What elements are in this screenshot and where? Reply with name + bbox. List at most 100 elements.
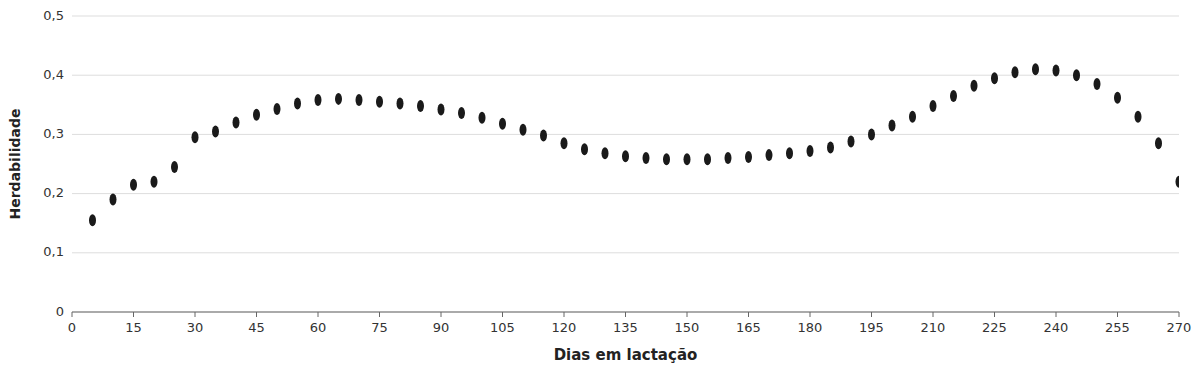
point bbox=[417, 100, 424, 112]
point bbox=[151, 176, 158, 188]
x-tick bbox=[810, 312, 811, 317]
point bbox=[253, 109, 260, 121]
x-tick-label: 150 bbox=[675, 320, 700, 335]
x-tick-label: 270 bbox=[1167, 320, 1192, 335]
x-tick bbox=[379, 312, 380, 317]
points bbox=[89, 63, 1179, 226]
point bbox=[335, 93, 342, 105]
x-tick bbox=[72, 312, 73, 317]
point bbox=[192, 131, 199, 143]
x-tick bbox=[625, 312, 626, 317]
x-tick-label: 240 bbox=[1044, 320, 1069, 335]
point bbox=[1094, 78, 1101, 90]
x-axis: 0153045607590105120135150165180195210225… bbox=[68, 312, 1192, 335]
point bbox=[171, 161, 178, 173]
point bbox=[848, 136, 855, 148]
x-tick-label: 0 bbox=[68, 320, 76, 335]
x-axis-label: Dias em lactação bbox=[554, 346, 698, 364]
point bbox=[807, 145, 814, 157]
x-tick-label: 225 bbox=[982, 320, 1007, 335]
point bbox=[643, 152, 650, 164]
point bbox=[1053, 64, 1060, 76]
x-tick bbox=[933, 312, 934, 317]
point bbox=[1012, 66, 1019, 78]
chart: 0 0,1 0,2 0,3 0,4 0,5 0 15 30 45 60 75 90 105 120 135 15… bbox=[0, 0, 1201, 370]
point bbox=[1073, 69, 1080, 81]
point bbox=[315, 94, 322, 106]
x-tick-label: 165 bbox=[736, 320, 761, 335]
point bbox=[725, 152, 732, 164]
point bbox=[930, 100, 937, 112]
point bbox=[766, 149, 773, 161]
x-tick-label: 45 bbox=[248, 320, 265, 335]
point bbox=[274, 103, 281, 115]
point bbox=[950, 90, 957, 102]
point bbox=[520, 124, 527, 136]
x-tick bbox=[133, 312, 134, 317]
x-tick bbox=[871, 312, 872, 317]
point bbox=[294, 98, 301, 110]
x-tick bbox=[748, 312, 749, 317]
grid-line bbox=[72, 134, 1179, 135]
point bbox=[704, 153, 711, 165]
point bbox=[212, 125, 219, 137]
x-tick-label: 195 bbox=[859, 320, 884, 335]
point bbox=[376, 96, 383, 108]
point bbox=[889, 120, 896, 132]
point bbox=[458, 107, 465, 119]
x-tick bbox=[564, 312, 565, 317]
x-tick-label: 90 bbox=[433, 320, 450, 335]
x-tick-label: 255 bbox=[1105, 320, 1130, 335]
x-tick-label: 75 bbox=[371, 320, 388, 335]
x-tick-label: 105 bbox=[490, 320, 515, 335]
x-tick bbox=[195, 312, 196, 317]
y-axis-label: Herdabilidade bbox=[7, 109, 23, 220]
x-tick-label: 30 bbox=[187, 320, 204, 335]
point bbox=[909, 111, 916, 123]
y-tick-label: 0 bbox=[56, 304, 64, 319]
y-axis: 0 0,1 0,2 0,3 0,4 0,5 bbox=[43, 8, 1179, 319]
x-tick-label: 15 bbox=[125, 320, 142, 335]
point bbox=[991, 72, 998, 84]
point bbox=[397, 98, 404, 110]
y-tick-label: 0,4 bbox=[43, 67, 64, 82]
point bbox=[499, 118, 506, 130]
x-tick-label: 135 bbox=[613, 320, 638, 335]
x-tick bbox=[256, 312, 257, 317]
point bbox=[827, 141, 834, 153]
x-tick bbox=[687, 312, 688, 317]
background bbox=[0, 0, 1201, 370]
x-tick bbox=[318, 312, 319, 317]
x-tick bbox=[441, 312, 442, 317]
point bbox=[971, 80, 978, 92]
point bbox=[1032, 63, 1039, 75]
point bbox=[1155, 137, 1162, 149]
point bbox=[1135, 111, 1142, 123]
x-tick-label: 210 bbox=[921, 320, 946, 335]
x-tick bbox=[1117, 312, 1118, 317]
point bbox=[622, 150, 629, 162]
y-tick-label: 0,2 bbox=[43, 185, 64, 200]
point bbox=[581, 143, 588, 155]
x-tick-label: 60 bbox=[310, 320, 327, 335]
point bbox=[1176, 176, 1180, 188]
point bbox=[602, 147, 609, 159]
y-tick-label: 0,1 bbox=[43, 244, 64, 259]
point bbox=[663, 153, 670, 165]
y-tick-label: 0,5 bbox=[43, 8, 64, 23]
x-tick-label: 120 bbox=[552, 320, 577, 335]
point bbox=[89, 214, 96, 226]
y-tick-label: 0,3 bbox=[43, 126, 64, 141]
point bbox=[745, 151, 752, 163]
x-tick bbox=[1179, 312, 1180, 317]
x-tick bbox=[502, 312, 503, 317]
point bbox=[130, 179, 137, 191]
point bbox=[438, 104, 445, 116]
point bbox=[356, 94, 363, 106]
point bbox=[1114, 92, 1121, 104]
point bbox=[233, 117, 240, 129]
point bbox=[110, 194, 117, 206]
point bbox=[684, 153, 691, 165]
point bbox=[540, 130, 547, 142]
grid-line bbox=[72, 193, 1179, 194]
